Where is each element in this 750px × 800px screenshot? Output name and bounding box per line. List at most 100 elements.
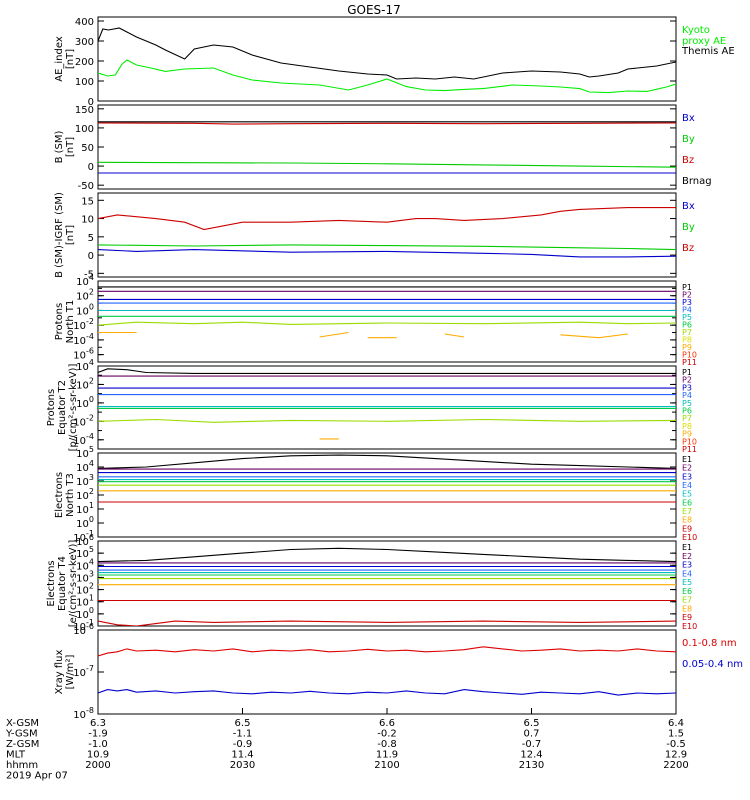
legend-entry: P10: [682, 437, 697, 446]
panel-frame: [97, 16, 677, 102]
legend-entry-line: P7: [682, 414, 692, 423]
y-tick-exponent: 3: [89, 473, 94, 482]
y-tick-exponent: 3: [89, 569, 94, 578]
legend-entry: E6: [682, 498, 692, 507]
y-tick-label: 15: [81, 196, 94, 207]
x-tick-value: -0.5: [666, 739, 686, 750]
legend-entry-line: E5: [682, 490, 692, 499]
legend-entry-line: P11: [682, 445, 697, 454]
y-axis-label-line: [p/(cm²-s-sr-keV)]: [68, 364, 79, 452]
legend-entry: Bx: [682, 113, 695, 124]
legend-entry: P8: [682, 422, 692, 431]
y-tick-exponent: 0: [89, 395, 94, 404]
legend-entry: E8: [682, 516, 692, 525]
y-tick-label: -50: [78, 181, 94, 192]
x-tick-value: 6.6: [379, 718, 395, 729]
legend-entry: E5: [682, 490, 692, 499]
series-line-e1: [98, 547, 676, 563]
y-tick-exponent: 0: [89, 606, 94, 615]
y-tick-label: 400: [75, 17, 94, 28]
panel-frame: [97, 280, 677, 363]
y-tick-label: 100: [75, 77, 94, 88]
y-tick-exponent: 6: [89, 533, 94, 542]
series-line-e10: [98, 620, 676, 626]
legend-entry: E7: [682, 507, 692, 516]
legend-entry: P10: [682, 351, 697, 360]
legend-entry-line: P2: [682, 291, 692, 300]
y-tick-label: 300: [75, 37, 94, 48]
series-line-bz: [98, 122, 676, 125]
x-axis-ephemeris: 6.3-1.9-1.010.920006.5-1.1-0.911.420306.…: [5, 708, 689, 782]
panel-frame: [97, 104, 677, 190]
y-tick-exponent: -1: [86, 529, 94, 538]
panel-frame: [97, 192, 677, 278]
plot-title: GOES-17: [347, 3, 401, 17]
legend-entry-line: Bz: [682, 155, 694, 166]
legend-entry-line: Bx: [682, 113, 695, 124]
series-line-by: [98, 244, 676, 251]
series-line-bx: [98, 249, 676, 258]
y-axis-label-line: [W/m²]: [65, 654, 76, 689]
y-tick-exponent: -6: [86, 622, 94, 631]
series-line-0-1-0-8-nm: [98, 646, 676, 657]
legend-entry: P2: [682, 291, 692, 300]
series-line-bz: [98, 207, 676, 231]
y-tick-exponent: -2: [86, 413, 94, 422]
x-tick-value: -0.8: [377, 739, 397, 750]
y-tick-exponent: -4: [86, 432, 94, 441]
y-tick-exponent: 0: [89, 302, 94, 311]
y-axis-label-line: Protons: [46, 389, 57, 426]
y-tick-label: 10: [81, 215, 94, 226]
legend-entry: E3: [682, 561, 692, 570]
legend-entry-line: Bz: [682, 243, 694, 254]
legend-entry-line: P3: [682, 298, 692, 307]
series-line-p1: [98, 368, 676, 374]
legend-entry: E6: [682, 587, 692, 596]
y-axis-label-line: AE_index: [54, 36, 65, 82]
x-tick-value: -0.7: [522, 739, 542, 750]
x-tick-value: 10.9: [87, 750, 109, 761]
y-tick-label: 200: [75, 57, 94, 68]
legend-entry: P3: [682, 298, 692, 307]
series-line-p8: [319, 331, 349, 338]
y-tick-label: 10-4: [73, 332, 94, 347]
legend-entry: E1: [682, 455, 692, 464]
y-tick-exponent: -1: [86, 618, 94, 627]
y-tick-exponent: 1: [89, 501, 94, 510]
y-tick-exponent: 2: [89, 582, 94, 591]
legend-entry-line: E9: [682, 524, 692, 533]
legend-entry: Brnag: [682, 176, 712, 187]
x-row-label: Z-GSM: [6, 739, 39, 750]
legend-entry-line: E1: [682, 455, 692, 464]
y-axis-label-line: Electrons: [54, 472, 65, 518]
y-tick-label: 10-2: [73, 317, 94, 332]
y-tick-label: 100: [76, 302, 94, 317]
legend-entry: E4: [682, 481, 692, 490]
y-axis-label-line: Electrons: [46, 560, 57, 606]
legend-entry: E5: [682, 578, 692, 587]
legend-entry-line: E3: [682, 561, 692, 570]
y-axis-label-line: Equator T2: [57, 380, 68, 435]
x-tick-value: 6.4: [668, 718, 684, 729]
y-tick-exponent: 0: [89, 515, 94, 524]
x-tick-value: 2100: [374, 760, 399, 771]
y-tick-label: 0: [88, 251, 94, 262]
legend-entry-line: P5: [682, 313, 692, 322]
panel-1: 400 300 200 100 0 AE_index[nT] Kyoto proxy AETh…: [54, 16, 735, 108]
y-axis-label: ElectronsEquator T4[e/(cm²-s-sr-keV)]: [46, 540, 79, 628]
legend-entry: 0.1-0.8 nm: [682, 638, 737, 649]
legend-entry-line: E10: [682, 622, 697, 631]
legend-entry: P11: [682, 358, 697, 367]
legend-entry-line: E6: [682, 498, 692, 507]
y-tick-exponent: -7: [86, 664, 94, 673]
legend-entry: P7: [682, 328, 692, 337]
y-tick-exponent: -4: [86, 332, 94, 341]
legend-entry: E1: [682, 543, 692, 552]
x-tick-value: -0.2: [377, 729, 397, 740]
x-tick-value: 0.7: [524, 729, 540, 740]
legend-entry: P1: [682, 368, 692, 377]
series-line-e1: [98, 454, 676, 469]
y-axis-label-line: B (SM): [54, 130, 65, 163]
